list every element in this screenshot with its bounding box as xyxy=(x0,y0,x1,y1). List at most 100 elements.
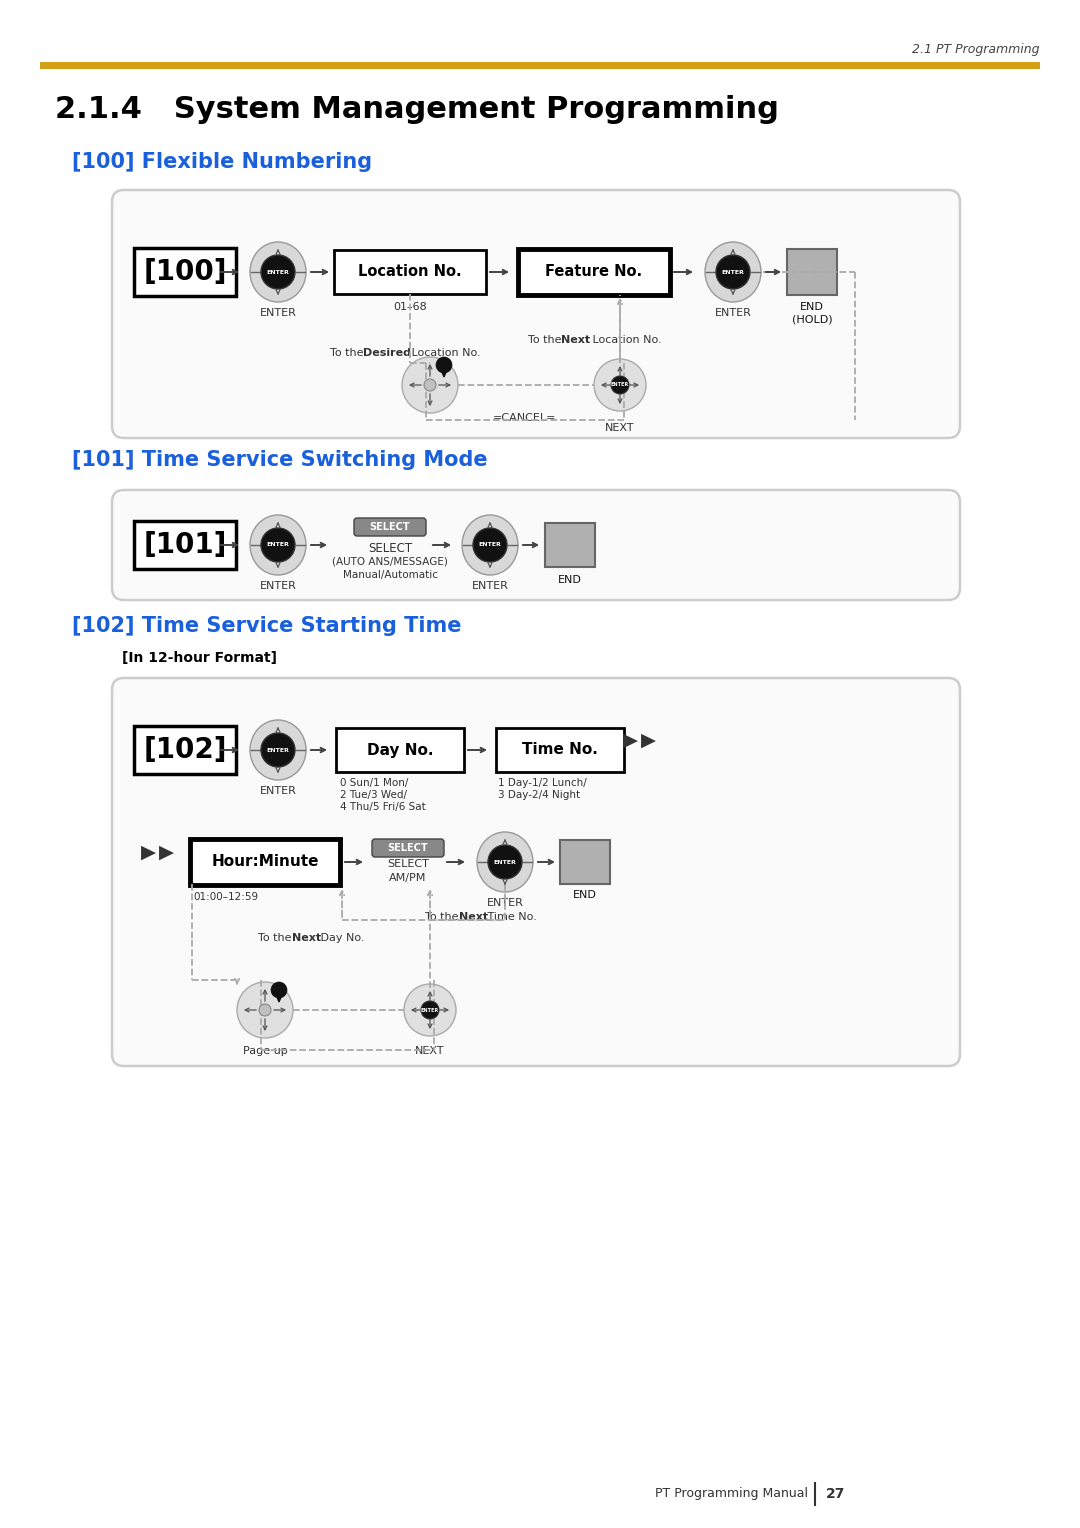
Text: ▶: ▶ xyxy=(140,842,156,862)
Text: Time No.: Time No. xyxy=(484,912,537,921)
Circle shape xyxy=(259,1004,271,1016)
FancyBboxPatch shape xyxy=(112,490,960,601)
Text: 27: 27 xyxy=(826,1487,846,1500)
Text: To the: To the xyxy=(528,335,565,345)
Bar xyxy=(545,523,595,567)
Text: ENTER: ENTER xyxy=(478,542,501,547)
Text: 0 Sun/1 Mon/: 0 Sun/1 Mon/ xyxy=(340,778,408,788)
Text: ▶: ▶ xyxy=(622,730,637,750)
Text: 2.1.4   System Management Programming: 2.1.4 System Management Programming xyxy=(55,95,779,124)
Ellipse shape xyxy=(261,255,295,289)
Ellipse shape xyxy=(261,733,295,767)
Ellipse shape xyxy=(716,255,750,289)
Bar xyxy=(561,840,610,885)
Text: PT Programming Manual: PT Programming Manual xyxy=(654,1487,808,1500)
Text: [100]: [100] xyxy=(144,258,227,286)
Text: 2.1 PT Programming: 2.1 PT Programming xyxy=(913,43,1040,57)
Bar xyxy=(336,727,464,772)
Text: SELECT: SELECT xyxy=(368,541,413,555)
Text: Next: Next xyxy=(292,934,321,943)
Circle shape xyxy=(237,983,293,1038)
Ellipse shape xyxy=(477,833,534,892)
Polygon shape xyxy=(275,992,283,1002)
Text: To the: To the xyxy=(258,934,295,943)
Text: To the: To the xyxy=(426,912,462,921)
Bar xyxy=(334,251,486,293)
Ellipse shape xyxy=(462,515,518,575)
Text: NEXT: NEXT xyxy=(605,423,635,432)
Text: Next: Next xyxy=(561,335,590,345)
Text: [102]: [102] xyxy=(144,736,227,764)
Text: ENTER: ENTER xyxy=(267,747,289,752)
Text: Desired: Desired xyxy=(363,348,411,358)
Polygon shape xyxy=(440,367,448,377)
Text: ENTER: ENTER xyxy=(267,542,289,547)
Text: (HOLD): (HOLD) xyxy=(792,313,833,324)
Text: 1 Day-1/2 Lunch/: 1 Day-1/2 Lunch/ xyxy=(498,778,586,788)
Circle shape xyxy=(404,984,456,1036)
Text: ENTER: ENTER xyxy=(715,309,752,318)
Text: ENTER: ENTER xyxy=(721,269,744,275)
Text: ENTER: ENTER xyxy=(487,898,524,908)
Text: AM/PM: AM/PM xyxy=(389,872,427,883)
Ellipse shape xyxy=(611,376,629,394)
Text: Next: Next xyxy=(459,912,488,921)
Circle shape xyxy=(436,358,453,373)
Text: [101] Time Service Switching Mode: [101] Time Service Switching Mode xyxy=(72,451,488,471)
Text: ▶: ▶ xyxy=(640,730,656,750)
Text: 3 Day-2/4 Night: 3 Day-2/4 Night xyxy=(498,790,580,801)
Text: Hour:Minute: Hour:Minute xyxy=(212,854,319,869)
Text: ENTER: ENTER xyxy=(611,382,629,388)
Text: ENTER: ENTER xyxy=(267,269,289,275)
Text: (AUTO ANS/MESSAGE): (AUTO ANS/MESSAGE) xyxy=(332,556,448,565)
Text: ENTER: ENTER xyxy=(259,581,296,591)
Text: Time No.: Time No. xyxy=(522,743,598,758)
Text: ENTER: ENTER xyxy=(259,785,296,796)
Text: Location No.: Location No. xyxy=(589,335,662,345)
Text: =CANCEL=: =CANCEL= xyxy=(494,413,557,423)
Text: END: END xyxy=(800,303,824,312)
Text: Manual/Automatic: Manual/Automatic xyxy=(342,570,437,581)
Text: 01–68: 01–68 xyxy=(393,303,427,312)
Text: END: END xyxy=(573,889,597,900)
Text: [101]: [101] xyxy=(144,532,227,559)
Circle shape xyxy=(424,379,436,391)
Text: SELECT: SELECT xyxy=(387,859,429,869)
Text: Location No.: Location No. xyxy=(359,264,462,280)
Ellipse shape xyxy=(249,241,306,303)
FancyBboxPatch shape xyxy=(112,678,960,1067)
Text: 4 Thu/5 Fri/6 Sat: 4 Thu/5 Fri/6 Sat xyxy=(340,802,426,811)
FancyBboxPatch shape xyxy=(354,518,426,536)
Text: ▶: ▶ xyxy=(159,842,174,862)
Ellipse shape xyxy=(705,241,761,303)
Text: 01:00–12:59: 01:00–12:59 xyxy=(193,892,258,902)
Text: END: END xyxy=(558,575,582,585)
Ellipse shape xyxy=(421,1001,438,1019)
Text: [102] Time Service Starting Time: [102] Time Service Starting Time xyxy=(72,616,461,636)
Text: Page up: Page up xyxy=(243,1047,287,1056)
Text: Feature No.: Feature No. xyxy=(545,264,643,280)
Ellipse shape xyxy=(488,845,522,879)
Text: Day No.: Day No. xyxy=(367,743,433,758)
Text: 2 Tue/3 Wed/: 2 Tue/3 Wed/ xyxy=(340,790,407,801)
FancyBboxPatch shape xyxy=(372,839,444,857)
FancyBboxPatch shape xyxy=(112,189,960,439)
Text: To the: To the xyxy=(330,348,367,358)
Ellipse shape xyxy=(473,529,507,562)
Circle shape xyxy=(271,983,287,998)
Circle shape xyxy=(402,358,458,413)
Text: [100] Flexible Numbering: [100] Flexible Numbering xyxy=(72,151,373,173)
Text: Location No.: Location No. xyxy=(408,348,481,358)
Circle shape xyxy=(594,359,646,411)
Ellipse shape xyxy=(261,529,295,562)
Text: ENTER: ENTER xyxy=(421,1007,440,1013)
Bar xyxy=(40,63,1040,69)
Text: SELECT: SELECT xyxy=(388,843,429,853)
Bar xyxy=(496,727,624,772)
Ellipse shape xyxy=(249,515,306,575)
Text: ENTER: ENTER xyxy=(494,859,516,865)
Bar xyxy=(518,249,670,295)
Text: ENTER: ENTER xyxy=(472,581,509,591)
Text: NEXT: NEXT xyxy=(415,1047,445,1056)
Text: Day No.: Day No. xyxy=(318,934,365,943)
